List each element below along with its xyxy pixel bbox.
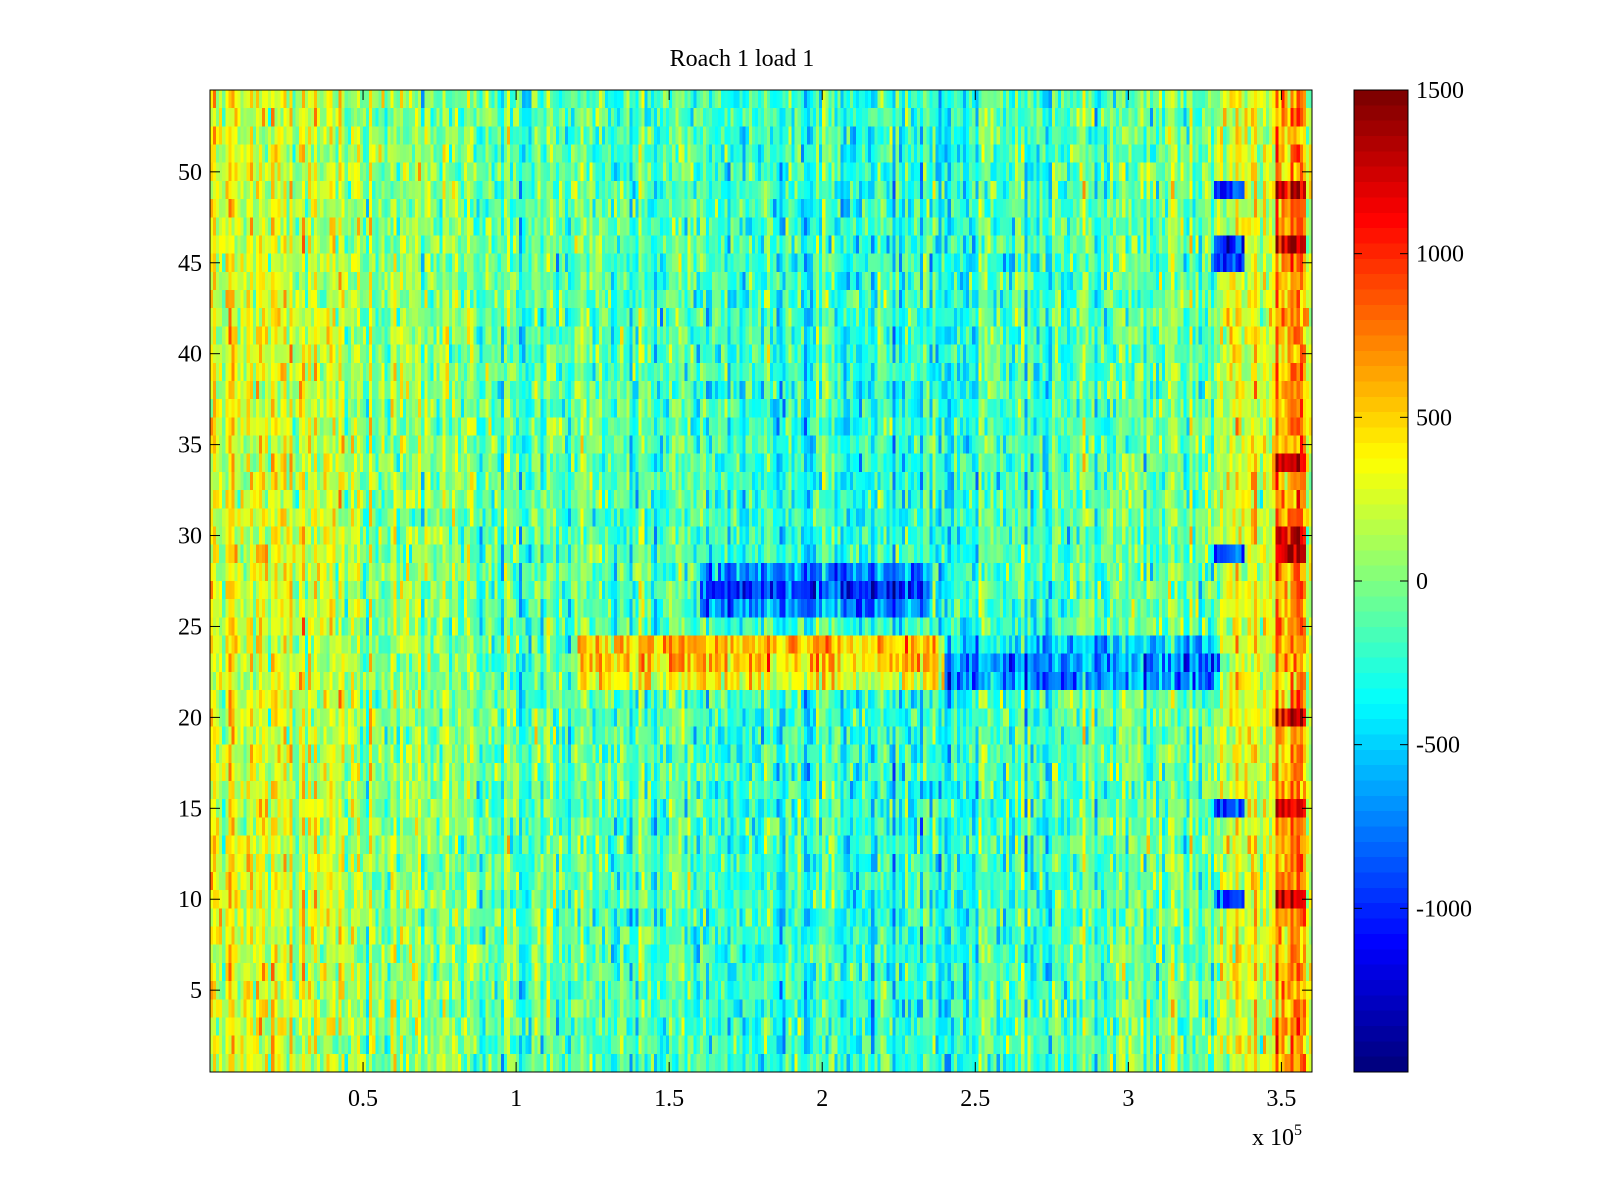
- x-tick-label: 1: [510, 1086, 522, 1112]
- y-axis-ticks: 5 10 15 20 25 30 35 40 45 50: [178, 160, 1312, 1004]
- x-tick-label: 2: [816, 1086, 828, 1112]
- colorbar-tick-label: 1000: [1416, 242, 1464, 268]
- y-tick-label: 50: [178, 160, 202, 186]
- y-tick-label: 5: [190, 978, 202, 1004]
- colorbar-tick-label: 500: [1416, 405, 1452, 431]
- x-axis-exponent-power: 5: [1294, 1122, 1302, 1139]
- y-tick-label: 40: [178, 342, 202, 368]
- x-axis-ticks: 0.5 1 1.5 2 2.5 3 3.5: [348, 90, 1296, 1112]
- x-tick-label: 3.5: [1266, 1086, 1296, 1112]
- colorbar-tick-label: 1500: [1416, 78, 1464, 104]
- colorbar-gradient: [1354, 90, 1408, 1072]
- heatmap-image: [210, 90, 1312, 1072]
- y-tick-label: 10: [178, 887, 202, 913]
- y-tick-label: 25: [178, 614, 202, 640]
- heatmap-plot-area: 0.5 1 1.5 2 2.5 3 3.5 5 10 15 20 25 30 35 40 45 50: [178, 89, 1313, 1112]
- x-tick-label: 2.5: [960, 1086, 990, 1112]
- x-axis-exponent: x 105: [1252, 1122, 1302, 1151]
- x-tick-label: 1.5: [654, 1086, 684, 1112]
- y-tick-label: 15: [178, 796, 202, 822]
- colorbar: 1500 1000 500 0 -500 -1000: [1353, 78, 1472, 1073]
- y-tick-label: 45: [178, 251, 202, 277]
- y-tick-label: 35: [178, 433, 202, 459]
- colorbar-tick-label: -1000: [1416, 896, 1472, 922]
- chart-title: Roach 1 load 1: [670, 46, 815, 72]
- plot-frame: [209, 89, 1313, 1073]
- y-tick-label: 30: [178, 524, 202, 550]
- y-tick-label: 20: [178, 705, 202, 731]
- colorbar-ticks: 1500 1000 500 0 -500 -1000: [1354, 78, 1472, 922]
- colorbar-tick-label: -500: [1416, 733, 1460, 759]
- colorbar-tick-label: 0: [1416, 569, 1428, 595]
- x-tick-label: 0.5: [348, 1086, 378, 1112]
- x-tick-label: 3: [1122, 1086, 1134, 1112]
